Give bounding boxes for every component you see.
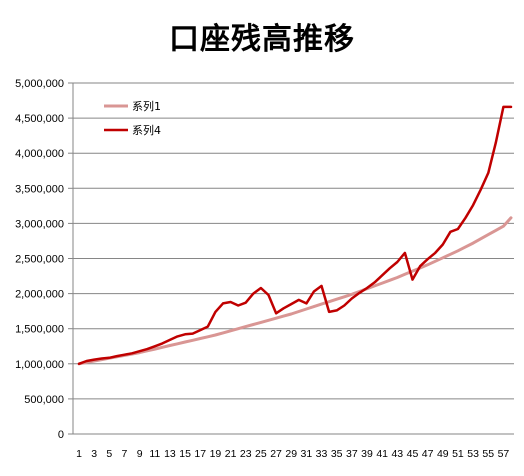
y-tick-label: 0	[58, 429, 64, 441]
x-tick-label: 39	[361, 448, 373, 460]
x-tick-label: 9	[137, 448, 143, 460]
series-line-2	[77, 105, 513, 366]
axes	[72, 83, 514, 435]
x-tick-label: 47	[422, 448, 434, 460]
y-tick-labels: 0 500,000 1,000,000 1,500,000 2,000,000 2,500…	[15, 78, 64, 441]
legend-label: 系列4	[132, 123, 161, 137]
y-tick-label: 500,000	[24, 394, 64, 406]
y-tick-label: 3,000,000	[15, 218, 64, 230]
x-tick-label: 55	[482, 448, 494, 460]
series-line-1	[77, 216, 513, 366]
x-tick-labels: 1 3 5 7 9 11 13 15 17 19 21 23 25 27 29 31 33 35 37 39 41 43 4…	[76, 448, 509, 460]
y-tick-label: 1,500,000	[15, 324, 64, 336]
y-tick-label: 2,000,000	[15, 289, 64, 301]
x-tick-label: 23	[240, 448, 252, 460]
y-tick-label: 4,000,000	[15, 148, 64, 160]
x-tick-label: 57	[498, 448, 510, 460]
x-tick-label: 33	[316, 448, 328, 460]
y-tick-label: 4,500,000	[15, 113, 64, 125]
series-lines	[77, 105, 513, 366]
x-tick-label: 53	[467, 448, 479, 460]
x-tick-label: 25	[255, 448, 267, 460]
x-tick-label: 29	[285, 448, 297, 460]
y-tick-label: 5,000,000	[15, 78, 64, 90]
x-tick-label: 37	[346, 448, 358, 460]
chart-title: 口座残高推移	[169, 22, 355, 57]
x-tick-label: 5	[106, 448, 112, 460]
legend-label: 系列1	[132, 99, 161, 113]
x-tick-label: 43	[391, 448, 403, 460]
x-tick-label: 21	[225, 448, 237, 460]
x-tick-label: 41	[376, 448, 388, 460]
x-tick-label: 17	[194, 448, 206, 460]
y-tick-label: 2,500,000	[15, 254, 64, 266]
x-tick-label: 7	[122, 448, 128, 460]
x-tick-label: 15	[179, 448, 191, 460]
x-tick-label: 51	[452, 448, 464, 460]
x-tick-label: 45	[407, 448, 419, 460]
x-tick-label: 35	[331, 448, 343, 460]
x-tick-label: 19	[210, 448, 222, 460]
x-tick-label: 31	[301, 448, 313, 460]
legend: 系列1 系列4	[104, 99, 161, 137]
x-tick-label: 1	[76, 448, 82, 460]
y-tick-label: 1,000,000	[15, 359, 64, 371]
x-tick-label: 13	[164, 448, 176, 460]
x-tick-label: 49	[437, 448, 449, 460]
x-tick-label: 3	[91, 448, 97, 460]
x-tick-label: 11	[149, 448, 160, 460]
y-tick-label: 3,500,000	[15, 183, 64, 195]
x-tick-label: 27	[270, 448, 282, 460]
